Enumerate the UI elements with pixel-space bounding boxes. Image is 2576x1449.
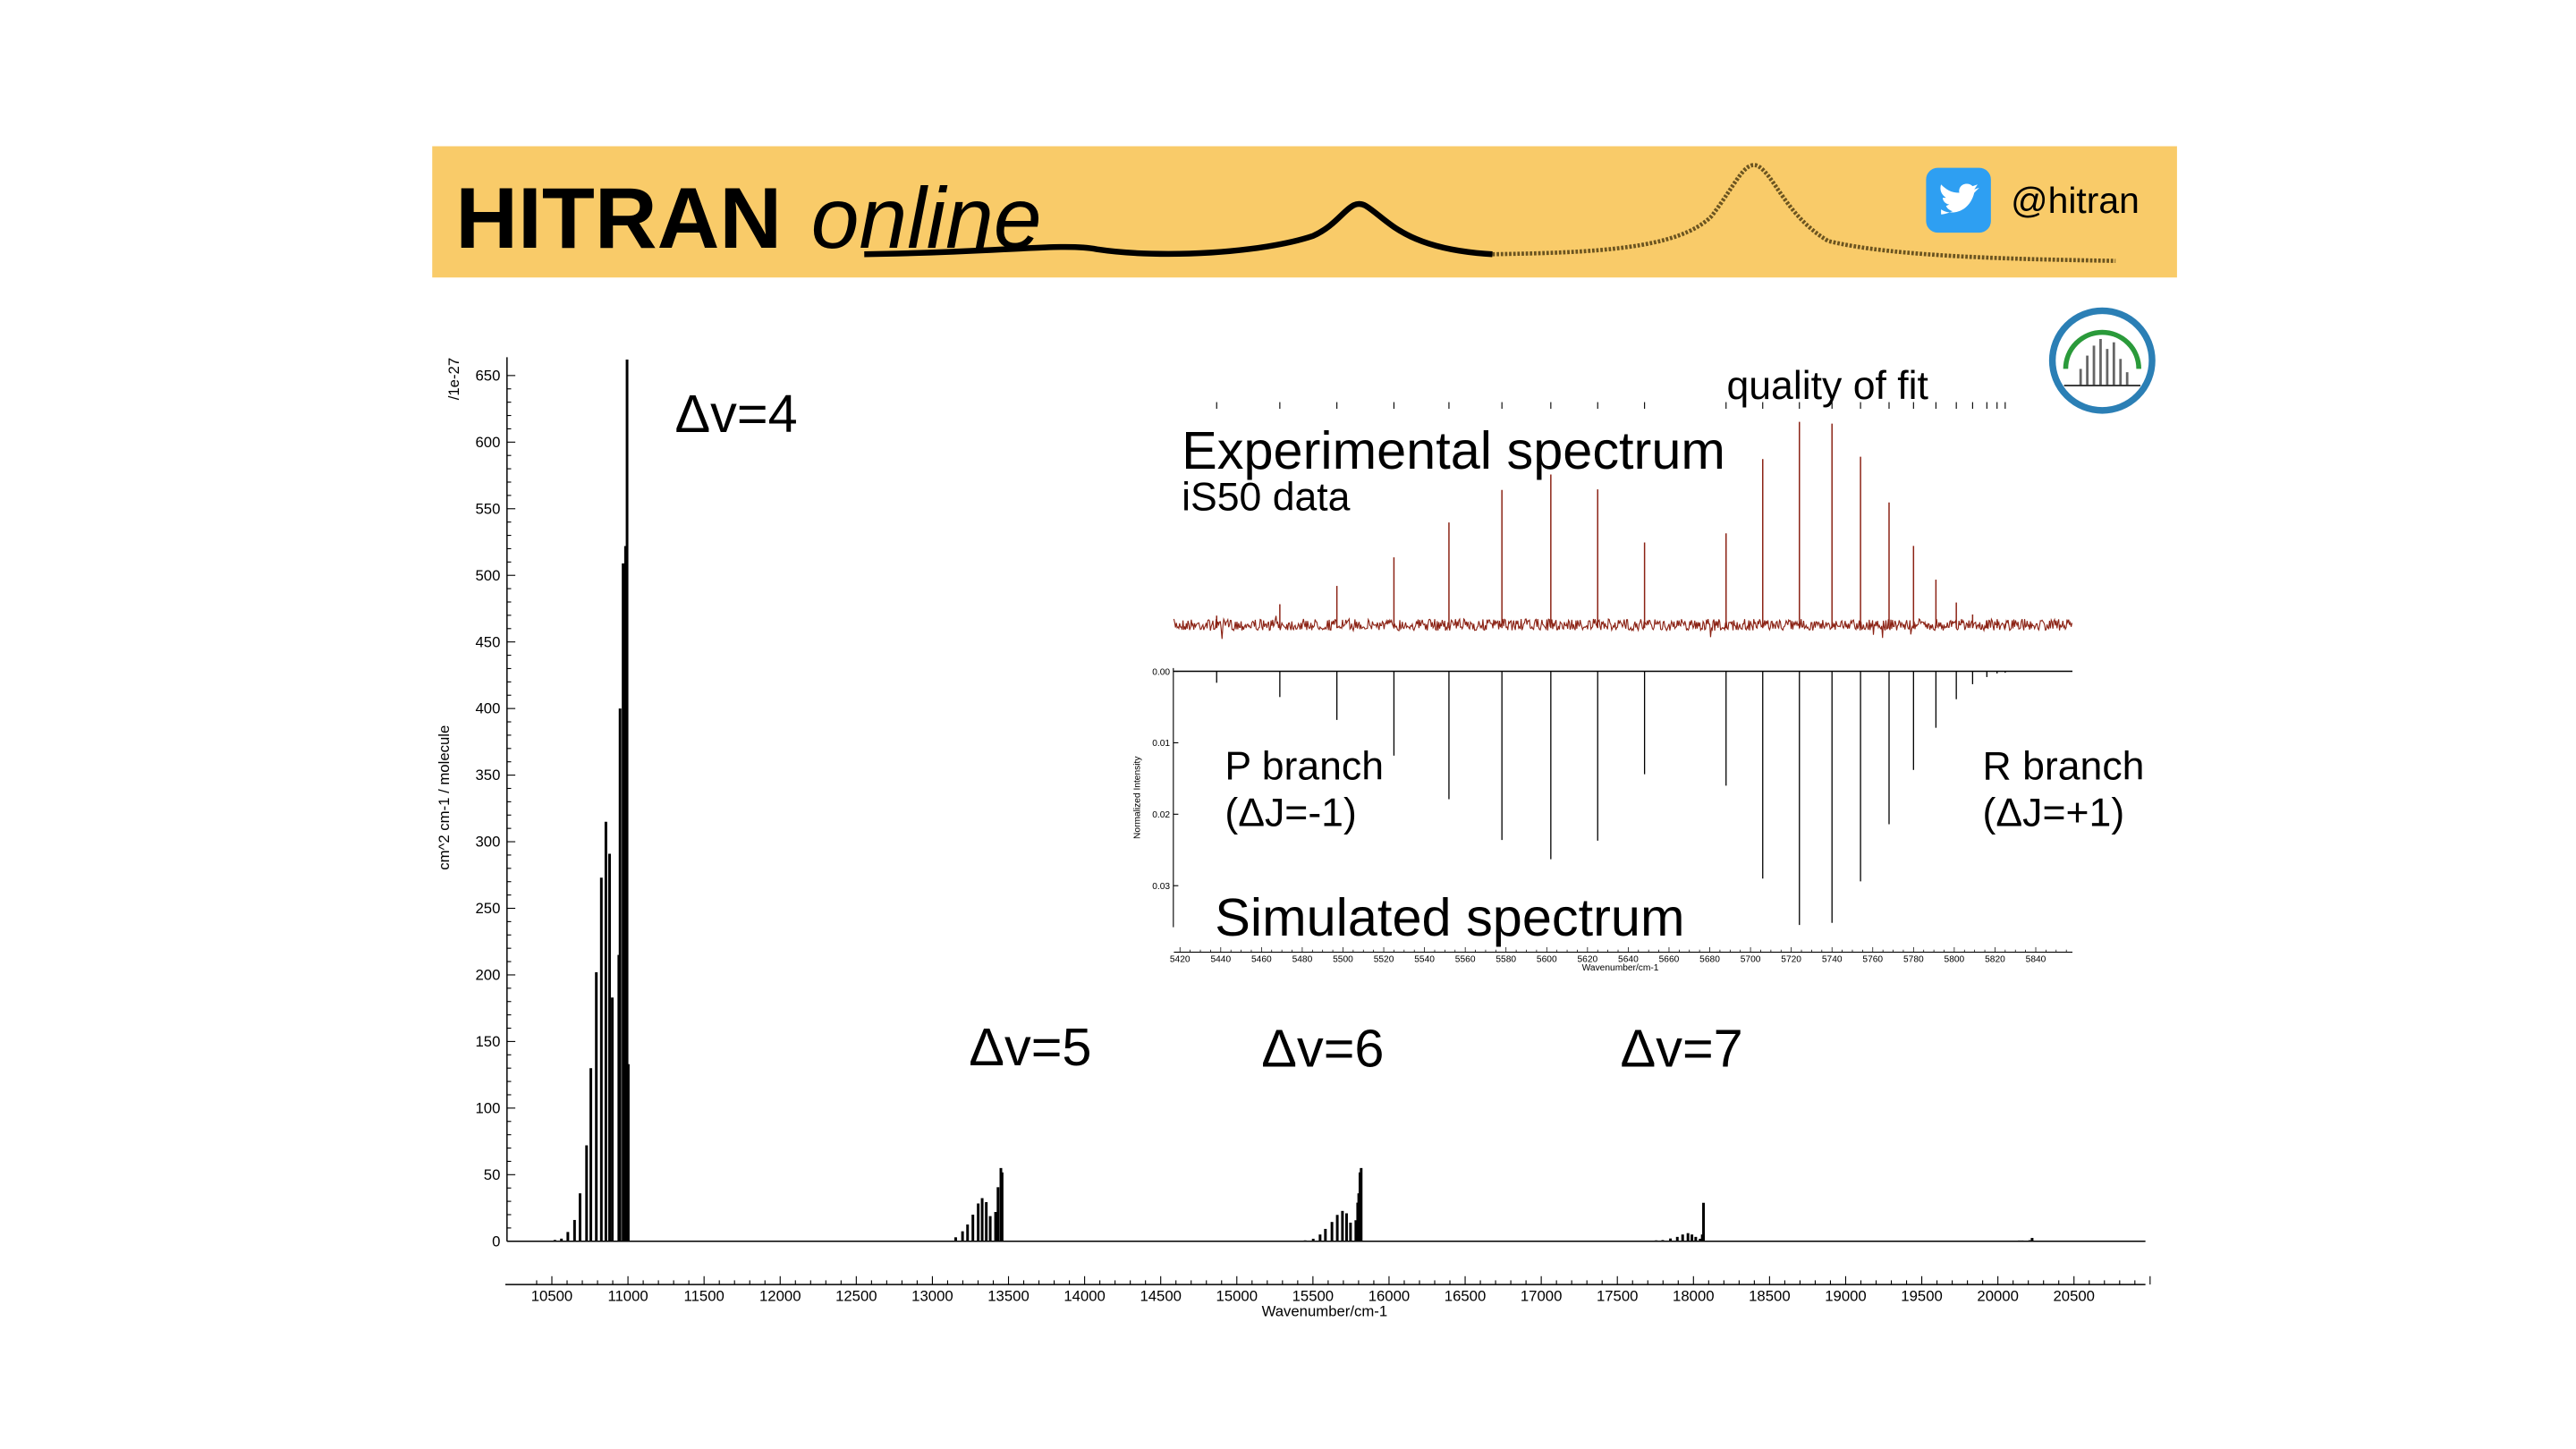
inset-x-tick-label: 5800 [1945, 955, 1965, 965]
label-p-rule: (ΔJ=-1) [1224, 791, 1356, 835]
inset-x-tick-label: 5680 [1699, 955, 1720, 965]
inset-y-axis-label: Normalized Intensity [1133, 756, 1143, 839]
label-dv6: Δv=6 [1261, 1019, 1384, 1079]
inset-x-tick-label: 5620 [1577, 955, 1597, 965]
x-tick-label: 14500 [1140, 1288, 1182, 1305]
inset-x-tick-label: 5580 [1496, 955, 1516, 965]
y-tick-label: 50 [484, 1166, 501, 1183]
x-tick-label: 20000 [1977, 1288, 2019, 1305]
x-tick-label: 15000 [1216, 1288, 1258, 1305]
x-tick-label: 13500 [987, 1288, 1029, 1305]
y-tick-label: 400 [475, 700, 500, 717]
y-tick-label: 550 [475, 500, 500, 517]
y-axis-label: cm^2 cm-1 / molecule [436, 725, 453, 870]
x-tick-label: 14000 [1063, 1288, 1105, 1305]
y-tick-label: 300 [475, 834, 500, 851]
inset-x-tick-label: 5520 [1374, 955, 1394, 965]
x-tick-label: 17500 [1597, 1288, 1639, 1305]
y-tick-label: 500 [475, 567, 500, 584]
experimental-noise-trace [1173, 615, 2073, 640]
inset-y-tick-label: 0.02 [1152, 810, 1170, 820]
inset-x-tick-label: 5660 [1659, 955, 1680, 965]
label-r-rule: (ΔJ=+1) [1983, 791, 2125, 835]
x-tick-label: 16500 [1445, 1288, 1486, 1305]
label-dv7: Δv=7 [1621, 1019, 1743, 1079]
x-tick-label: 12500 [835, 1288, 877, 1305]
label-dv4: Δv=4 [674, 384, 797, 444]
x-tick-label: 11000 [607, 1288, 648, 1305]
inset-y-tick-label: 0.01 [1152, 739, 1170, 749]
x-tick-label: 11500 [684, 1288, 724, 1305]
hitran-circle-logo [2048, 307, 2156, 414]
x-tick-label: 15500 [1292, 1288, 1334, 1305]
x-tick-label: 17000 [1521, 1288, 1563, 1305]
y-tick-label: 100 [475, 1099, 500, 1116]
inset-y-tick-label: 0.03 [1152, 882, 1170, 892]
x-tick-label: 19500 [1901, 1288, 1943, 1305]
label-r-branch: R branch [1983, 744, 2145, 788]
x-tick-label: 10500 [531, 1288, 573, 1305]
inset-x-tick-label: 5720 [1781, 955, 1801, 965]
inset-x-tick-label: 5540 [1414, 955, 1435, 965]
main-spectrum-chart: 0 50 100 150 200 250 300 350 400 450 500 550 600 650 1… [475, 357, 2151, 1305]
inset-y-tick-label: 0.00 [1152, 667, 1170, 677]
x-tick-label: 20500 [2053, 1288, 2095, 1305]
inset-fit-chart: 0.00 0.01 0.02 0.03 5420 5440 5460 5480 5500 5520… [1152, 402, 2073, 965]
inset-x-tick-label: 5780 [1903, 955, 1924, 965]
label-quality-of-fit: quality of fit [1726, 364, 1928, 408]
label-instrument: iS50 data [1182, 475, 1351, 519]
inset-x-tick-label: 5760 [1862, 955, 1883, 965]
y-scale-label: /1e-27 [445, 358, 462, 400]
y-tick-label: 600 [475, 434, 500, 451]
label-experimental: Experimental spectrum [1182, 420, 1725, 480]
logo-binary-curve [1492, 163, 2116, 263]
y-tick-label: 250 [475, 900, 500, 917]
x-tick-label: 18000 [1673, 1288, 1715, 1305]
inset-x-tick-label: 5600 [1537, 955, 1557, 965]
banner-background [432, 146, 2177, 278]
x-tick-label: 13000 [911, 1288, 953, 1305]
inset-x-tick-label: 5820 [1985, 955, 2005, 965]
logo-spectrum-curve [864, 200, 1493, 258]
inset-x-tick-label: 5740 [1822, 955, 1843, 965]
twitter-bird-glyph [1940, 183, 1979, 215]
y-tick-label: 350 [475, 767, 500, 784]
hitran-banner: HITRAN online @hitran [432, 146, 2177, 278]
logo-hitran: HITRAN [455, 171, 782, 267]
inset-x-tick-label: 5700 [1741, 955, 1761, 965]
inset-x-tick-label: 5560 [1455, 955, 1476, 965]
label-p-branch: P branch [1224, 744, 1384, 788]
y-tick-label: 200 [475, 967, 500, 984]
x-tick-label: 18500 [1749, 1288, 1791, 1305]
y-tick-label: 650 [475, 367, 500, 384]
inset-x-tick-label: 5640 [1618, 955, 1639, 965]
label-dv5: Δv=5 [969, 1017, 1091, 1077]
inset-x-tick-label: 5440 [1210, 955, 1231, 965]
x-tick-label: 19000 [1825, 1288, 1867, 1305]
x-axis-label: Wavenumber/cm-1 [1262, 1302, 1388, 1319]
x-tick-label: 16000 [1368, 1288, 1410, 1305]
y-tick-label: 150 [475, 1033, 500, 1050]
twitter-handle[interactable]: @hitran [2011, 180, 2140, 221]
inset-x-tick-label: 5460 [1251, 955, 1272, 965]
x-tick-label: 12000 [759, 1288, 801, 1305]
inset-x-tick-label: 5480 [1292, 955, 1313, 965]
inset-x-axis-label: Wavenumber/cm-1 [1582, 963, 1659, 973]
inset-x-tick-label: 5840 [2026, 955, 2046, 965]
y-tick-label: 450 [475, 633, 500, 650]
y-tick-label: 0 [492, 1233, 500, 1250]
twitter-button[interactable]: @hitran [1926, 167, 2140, 233]
label-simulated: Simulated spectrum [1215, 887, 1684, 947]
inset-x-tick-label: 5500 [1333, 955, 1353, 965]
inset-x-tick-label: 5420 [1170, 955, 1191, 965]
